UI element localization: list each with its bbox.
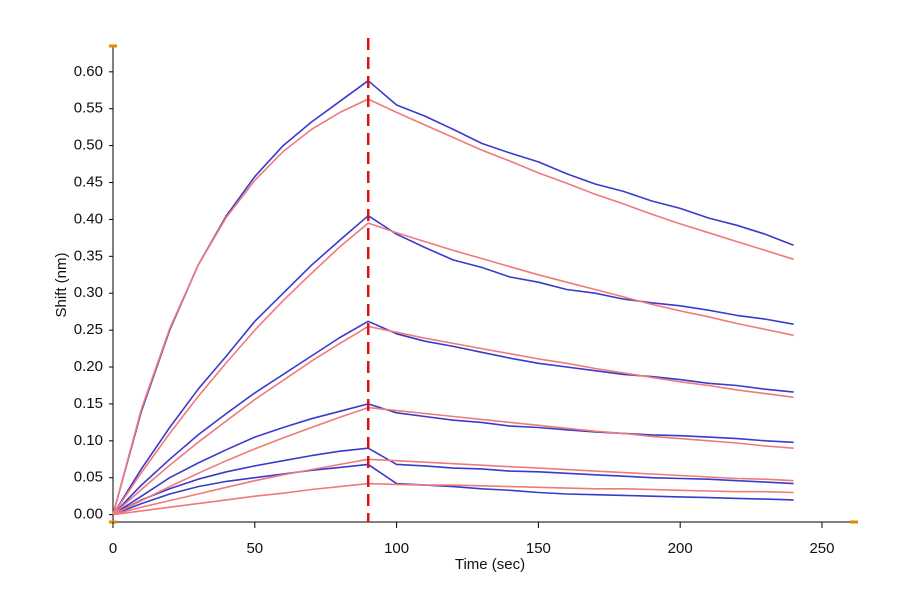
y-tick-label: 0.10 <box>74 432 103 449</box>
y-axis-label: Shift (nm) <box>53 252 70 317</box>
x-tick-label: 150 <box>526 540 551 557</box>
series-line <box>112 463 794 516</box>
y-tick-label: 0.50 <box>74 137 103 154</box>
series-line <box>112 222 794 516</box>
series-line <box>112 406 794 516</box>
y-tick-label: 0.60 <box>74 63 103 80</box>
series-line <box>112 79 794 515</box>
y-tick-label: 0.55 <box>74 100 103 117</box>
x-axis-label: Time (sec) <box>455 556 525 573</box>
y-tick-label: 0.45 <box>74 173 103 190</box>
y-tick-label: 0.30 <box>74 284 103 301</box>
series-line <box>112 482 794 516</box>
y-tick-label: 0.35 <box>74 247 103 264</box>
series-line <box>112 320 794 516</box>
series-line <box>112 214 794 516</box>
series-line <box>112 447 794 516</box>
y-tick-label: 0.05 <box>74 469 103 486</box>
y-tick-label: 0.25 <box>74 321 103 338</box>
x-tick-label: 250 <box>809 540 834 557</box>
y-tick-label: 0.00 <box>74 506 103 523</box>
x-tick-label: 100 <box>384 540 409 557</box>
y-tick-label: 0.15 <box>74 395 103 412</box>
y-tick-label: 0.20 <box>74 358 103 375</box>
x-tick-label: 0 <box>109 540 117 557</box>
series-line <box>112 325 794 516</box>
y-tick-label: 0.40 <box>74 210 103 227</box>
series-line <box>112 98 794 515</box>
x-tick-label: 200 <box>668 540 693 557</box>
x-tick-label: 50 <box>246 540 263 557</box>
series-line <box>112 403 794 516</box>
series-line <box>112 458 794 516</box>
